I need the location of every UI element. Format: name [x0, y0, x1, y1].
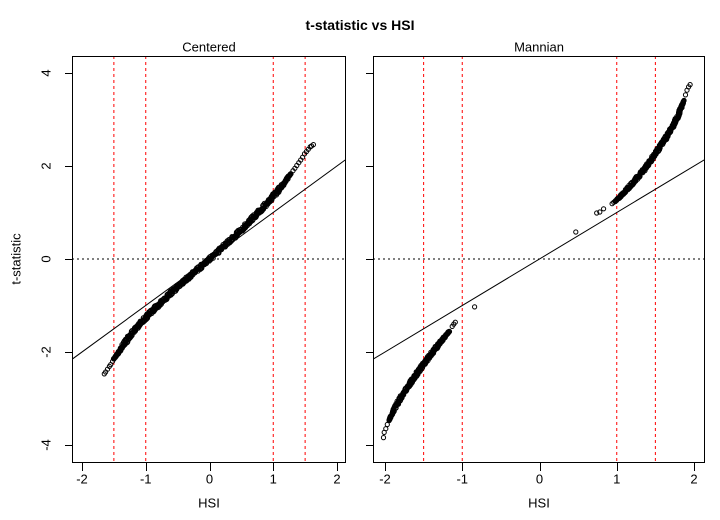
plot-area-centered — [72, 56, 346, 463]
x-tick-label: -2 — [379, 471, 391, 487]
y-axis-tick — [366, 166, 373, 167]
x-axis-title: HSI — [198, 495, 220, 511]
panel-title-mannian: Mannian — [514, 39, 564, 55]
y-tick-label: 4 — [38, 69, 54, 77]
y-tick-label: 0 — [38, 255, 54, 263]
y-axis-tick — [65, 166, 72, 167]
scatter-points — [380, 82, 693, 441]
x-axis-tick — [337, 463, 338, 471]
y-axis-tick — [65, 73, 72, 74]
scatter-points — [101, 142, 316, 377]
y-axis-tick — [366, 73, 373, 74]
y-tick-label: -4 — [38, 439, 54, 451]
plot-box — [373, 56, 705, 463]
x-tick-label: -1 — [139, 471, 152, 487]
chart-title: t-statistic vs HSI — [305, 17, 415, 33]
x-axis-tick — [462, 463, 464, 471]
x-tick-label: -2 — [76, 471, 88, 487]
x-axis-tick — [209, 463, 211, 471]
red-dashed-vlines — [113, 56, 306, 463]
y-tick-label: -2 — [38, 346, 54, 358]
plot-box — [72, 56, 346, 463]
y-axis-tick — [65, 445, 72, 446]
x-axis-tick — [539, 463, 541, 471]
identity-line — [373, 158, 705, 360]
x-tick-label: 0 — [205, 471, 214, 487]
y-axis-tick — [65, 259, 72, 260]
y-tick-label: 2 — [38, 162, 54, 170]
y-axis-tick — [366, 259, 373, 260]
x-axis-tick — [82, 463, 83, 471]
y-axis-tick — [366, 445, 373, 446]
x-tick-label: 0 — [535, 471, 544, 487]
x-tick-label: 1 — [269, 471, 277, 487]
x-axis-title: HSI — [528, 495, 550, 511]
y-axis-title: t-statistic — [8, 233, 24, 285]
x-axis-tick — [273, 463, 275, 471]
y-axis-tick — [65, 352, 72, 353]
panel-title-centered: Centered — [182, 39, 236, 55]
x-tick-label: 1 — [613, 471, 621, 487]
red-dashed-vlines — [423, 56, 656, 463]
x-axis-tick — [694, 463, 695, 471]
x-axis-tick — [385, 463, 386, 471]
x-axis-tick — [616, 463, 618, 471]
x-tick-label: 2 — [690, 471, 698, 487]
y-axis-tick — [366, 352, 373, 353]
x-axis-tick — [145, 463, 147, 471]
x-tick-label: 2 — [333, 471, 341, 487]
plot-area-mannian — [373, 56, 705, 463]
x-tick-label: -1 — [456, 471, 469, 487]
